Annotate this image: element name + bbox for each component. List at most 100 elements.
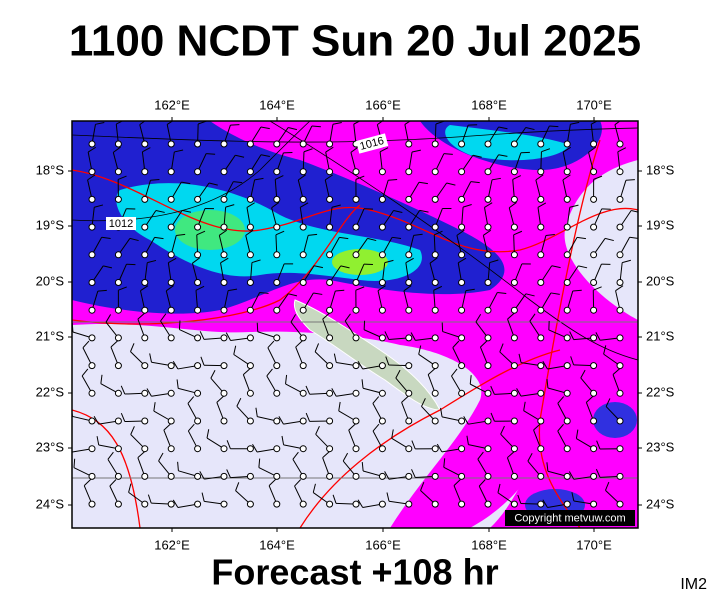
barb-flag [595, 468, 601, 478]
barb-flag [313, 292, 323, 295]
lat-label: 19°S [646, 217, 675, 232]
wind-barbs [72, 121, 638, 509]
barb-station [590, 445, 598, 453]
barb-station [220, 500, 228, 508]
lon-label: 162°E [154, 97, 190, 112]
barb-station [537, 168, 545, 176]
barb-station [563, 306, 571, 314]
barb-station [590, 140, 598, 148]
copyright: Copyright metvuw.com [514, 512, 625, 524]
barb-flag [546, 462, 549, 472]
barb-flag [542, 361, 548, 370]
barb-flag [379, 147, 389, 153]
barb-flag [357, 499, 364, 508]
barb-flag [219, 229, 228, 236]
barb-flag [172, 360, 179, 370]
axes: 162°E 162°E 164°E 164°E 166°E 166°E 168°E 168°E… [36, 97, 675, 552]
barb-flag [206, 429, 210, 439]
barb-flag [631, 210, 638, 213]
barb-station [563, 279, 571, 286]
barb-station [352, 251, 360, 259]
barb-flag [147, 494, 152, 504]
barb-flag [174, 149, 184, 153]
barb-station [299, 279, 307, 286]
barb-station [405, 306, 413, 314]
barb-flag [513, 230, 523, 236]
barb-flag [483, 229, 492, 236]
barb-flag [245, 229, 254, 236]
barb-station [458, 279, 466, 286]
barb-station [299, 445, 307, 453]
barb-flag [332, 494, 337, 504]
barb-flag [395, 369, 401, 379]
barb-flag [367, 237, 377, 242]
barb-station [88, 334, 96, 342]
barb-station [326, 251, 334, 259]
barb-station [537, 417, 545, 425]
barb-flag [605, 398, 611, 407]
barb-flag [575, 429, 579, 439]
barb-station [590, 279, 598, 286]
barb-flag [260, 154, 270, 157]
barb-station [484, 251, 492, 259]
barb-station [220, 334, 228, 342]
barb-flag [201, 492, 205, 502]
barb-flag [187, 423, 195, 432]
barb-station [299, 362, 307, 370]
barb-flag [603, 345, 607, 355]
boundary-line [72, 204, 361, 325]
barb-flag [81, 368, 89, 377]
barb-station [194, 389, 202, 397]
barb-station [458, 251, 466, 259]
wind-zone-green [175, 210, 245, 250]
barb-station [510, 168, 518, 176]
barb-station [88, 195, 96, 203]
barb-station [537, 389, 545, 397]
barb-flag [195, 285, 205, 291]
barb-station [352, 168, 360, 176]
lat-label: 24°S [36, 496, 65, 511]
barb-station [167, 195, 175, 203]
barb-station [563, 445, 571, 453]
barb-flag [377, 285, 386, 292]
image-id: IM2 [680, 576, 707, 593]
barb-flag [562, 146, 572, 153]
barb-station [431, 306, 439, 314]
barb-flag [498, 154, 508, 157]
barb-station [458, 417, 466, 425]
barb-station [141, 306, 149, 314]
barb-flag [322, 312, 330, 320]
barb-flag [570, 356, 575, 366]
barb-station [616, 389, 624, 397]
barb-flag [258, 458, 261, 468]
barb-flag [254, 177, 264, 181]
barb-flag [295, 340, 303, 348]
barb-station [299, 195, 307, 203]
barb-station [510, 445, 518, 453]
barb-station [273, 195, 281, 203]
barb-station [141, 362, 149, 370]
barb-flag [535, 174, 544, 181]
barb-station [616, 306, 624, 314]
barb-station [590, 223, 598, 231]
barb-flag [557, 423, 564, 432]
barb-station [616, 362, 624, 370]
barb-station [458, 472, 466, 480]
barb-station [141, 417, 149, 425]
barb-station [273, 445, 281, 453]
barb-station [167, 223, 175, 231]
barb-station [484, 417, 492, 425]
barb-station [431, 445, 439, 453]
barb-station [141, 251, 149, 259]
barb-flag [384, 331, 390, 340]
barb-station [326, 223, 334, 231]
barb-flag [391, 429, 394, 439]
barb-flag [225, 204, 235, 208]
barb-flag [410, 332, 416, 341]
barb-flag [529, 313, 536, 322]
barb-station [431, 279, 439, 286]
barb-flag [208, 182, 218, 186]
barb-flag [267, 340, 275, 349]
barb-station [246, 500, 254, 508]
barb-flag [384, 259, 394, 264]
